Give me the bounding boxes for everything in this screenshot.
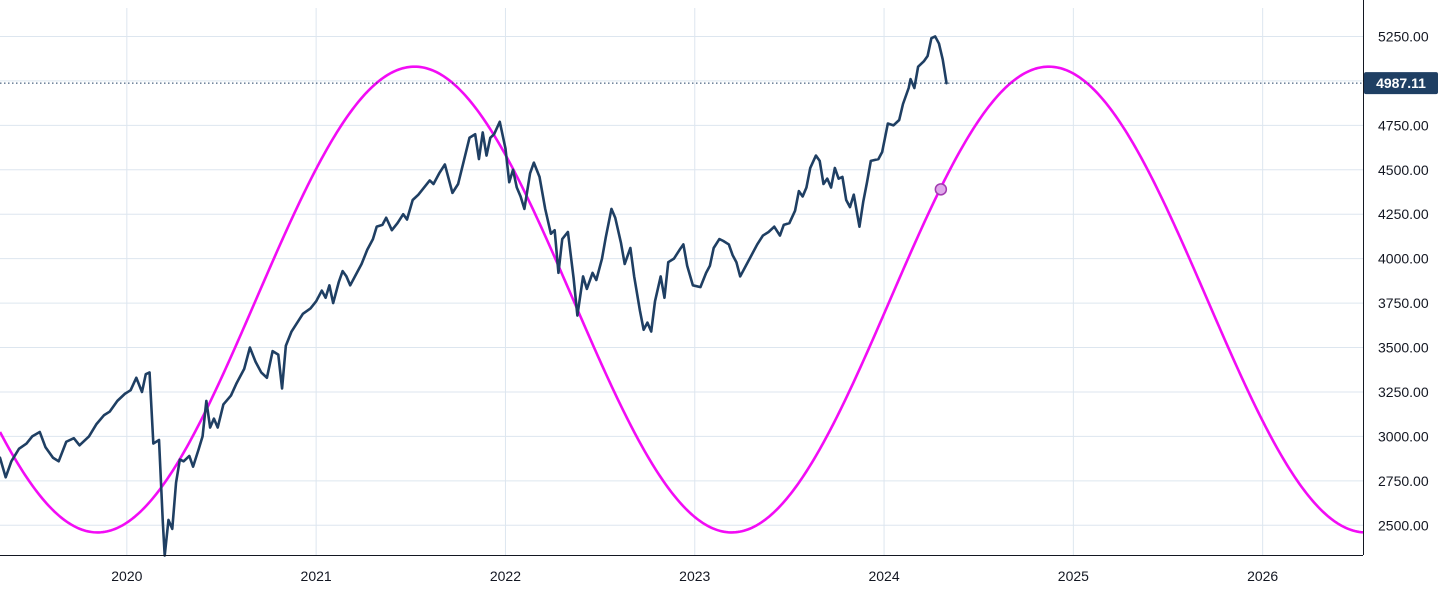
x-tick-label: 2025 bbox=[1058, 568, 1089, 584]
last-value-badge bbox=[1364, 72, 1438, 95]
price-line bbox=[0, 35, 948, 557]
x-tick-label: 2020 bbox=[111, 568, 142, 584]
y-tick-label: 4250.00 bbox=[1378, 206, 1429, 222]
cycle-series bbox=[0, 65, 1364, 534]
y-tick-label: 4500.00 bbox=[1378, 162, 1429, 178]
last-value-overlay: 4987.11 bbox=[0, 72, 1438, 196]
grid bbox=[0, 8, 1363, 555]
y-tick-label: 4750.00 bbox=[1378, 117, 1429, 133]
cycle-marker bbox=[934, 183, 948, 196]
x-tick-label: 2026 bbox=[1247, 568, 1278, 584]
cycle-line bbox=[0, 65, 1364, 534]
y-tick-label: 2500.00 bbox=[1378, 517, 1429, 533]
x-tick-label: 2022 bbox=[490, 568, 521, 584]
x-tick-label: 2021 bbox=[301, 568, 332, 584]
x-tick-label: 2024 bbox=[868, 568, 899, 584]
y-tick-label: 3250.00 bbox=[1378, 384, 1429, 400]
y-tick-label: 4000.00 bbox=[1378, 251, 1429, 267]
axes: 2500.00 2750.00 3000.00 3250.00 3500.00 3750.… bbox=[0, 0, 1429, 584]
y-tick-label: 5250.00 bbox=[1378, 28, 1429, 44]
y-tick-label: 3000.00 bbox=[1378, 428, 1429, 444]
x-tick-label: 2023 bbox=[679, 568, 710, 584]
y-tick-label: 3750.00 bbox=[1378, 295, 1429, 311]
last-value-label: 4987.11 bbox=[1376, 75, 1426, 91]
price-series bbox=[0, 35, 948, 557]
y-tick-label: 2750.00 bbox=[1378, 473, 1429, 489]
y-tick-label: 3500.00 bbox=[1378, 340, 1429, 356]
